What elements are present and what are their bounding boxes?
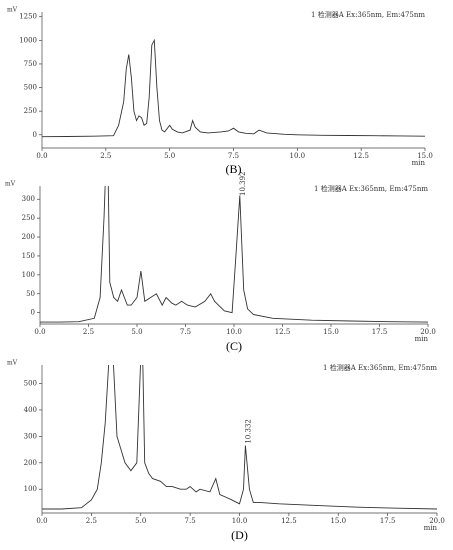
x-tick-label: 15.0: [330, 517, 346, 525]
x-tick-label: 0.0: [34, 328, 45, 336]
y-axis-unit: mV: [7, 7, 18, 14]
y-axis-unit: mV: [5, 181, 16, 188]
x-tick-label: 7.5: [185, 517, 196, 525]
x-axis-unit: min: [415, 335, 429, 343]
x-axis-unit: min: [424, 524, 438, 532]
x-tick-label: 2.5: [100, 152, 111, 160]
y-tick-label: 200: [24, 459, 37, 467]
x-tick-label: 17.5: [380, 517, 396, 525]
y-tick-label: 200: [22, 233, 35, 241]
x-tick-label: 17.5: [372, 328, 388, 336]
x-tick-label: 12.5: [281, 517, 297, 525]
y-axis-unit: mV: [7, 360, 18, 367]
y-tick-label: 100: [24, 485, 37, 493]
x-tick-label: 15.0: [323, 328, 339, 336]
y-tick-label: 1250: [19, 13, 37, 21]
detector-label: 1 检测器A Ex:365nm, Em:475nm: [311, 10, 425, 19]
y-tick-label: 750: [24, 60, 37, 68]
detector-label: 1 检测器A Ex:365nm, Em:475nm: [323, 363, 437, 372]
y-tick-label: 500: [24, 84, 37, 92]
y-tick-label: 250: [24, 107, 37, 115]
x-tick-label: 20.0: [429, 517, 445, 525]
y-tick-label: 500: [24, 380, 37, 388]
y-tick-label: 300: [24, 432, 37, 440]
y-tick-label: 1000: [19, 36, 37, 44]
y-tick-label: 50: [26, 290, 35, 298]
x-tick-label: 5.0: [131, 328, 142, 336]
chromatogram-line: [42, 38, 425, 138]
x-tick-label: 15.0: [417, 152, 433, 160]
chromatogram-line: [42, 365, 437, 510]
x-tick-label: 10.0: [226, 328, 242, 336]
x-axis-unit: min: [412, 159, 426, 167]
y-tick-label: 400: [24, 406, 37, 414]
panel-caption: (B): [226, 162, 242, 176]
x-tick-label: 10.0: [232, 517, 248, 525]
y-tick-label: 100: [22, 271, 35, 279]
peak-annotation: 10.332: [244, 419, 252, 443]
x-tick-label: 0.0: [36, 152, 47, 160]
panel-caption: (C): [226, 339, 242, 353]
x-tick-label: 0.0: [36, 517, 47, 525]
y-tick-label: 150: [22, 252, 35, 260]
chromatogram-line: [40, 186, 428, 323]
peak-annotation: 10.392: [239, 172, 247, 197]
x-tick-label: 7.5: [228, 152, 239, 160]
x-tick-label: 10.0: [290, 152, 306, 160]
x-tick-label: 20.0: [420, 328, 436, 336]
x-tick-label: 2.5: [86, 517, 97, 525]
x-tick-label: 12.5: [275, 328, 291, 336]
x-tick-label: 12.5: [353, 152, 369, 160]
x-tick-label: 2.5: [83, 328, 94, 336]
y-tick-label: 0: [33, 131, 37, 139]
x-tick-label: 5.0: [135, 517, 146, 525]
detector-label: 1 检测器A Ex:365nm, Em:475nm: [314, 184, 428, 193]
y-tick-label: 0: [31, 309, 35, 317]
panel-caption: (D): [231, 528, 248, 542]
x-tick-label: 7.5: [180, 328, 191, 336]
x-tick-label: 5.0: [164, 152, 175, 160]
y-tick-label: 250: [22, 214, 35, 222]
y-tick-label: 300: [22, 195, 35, 203]
